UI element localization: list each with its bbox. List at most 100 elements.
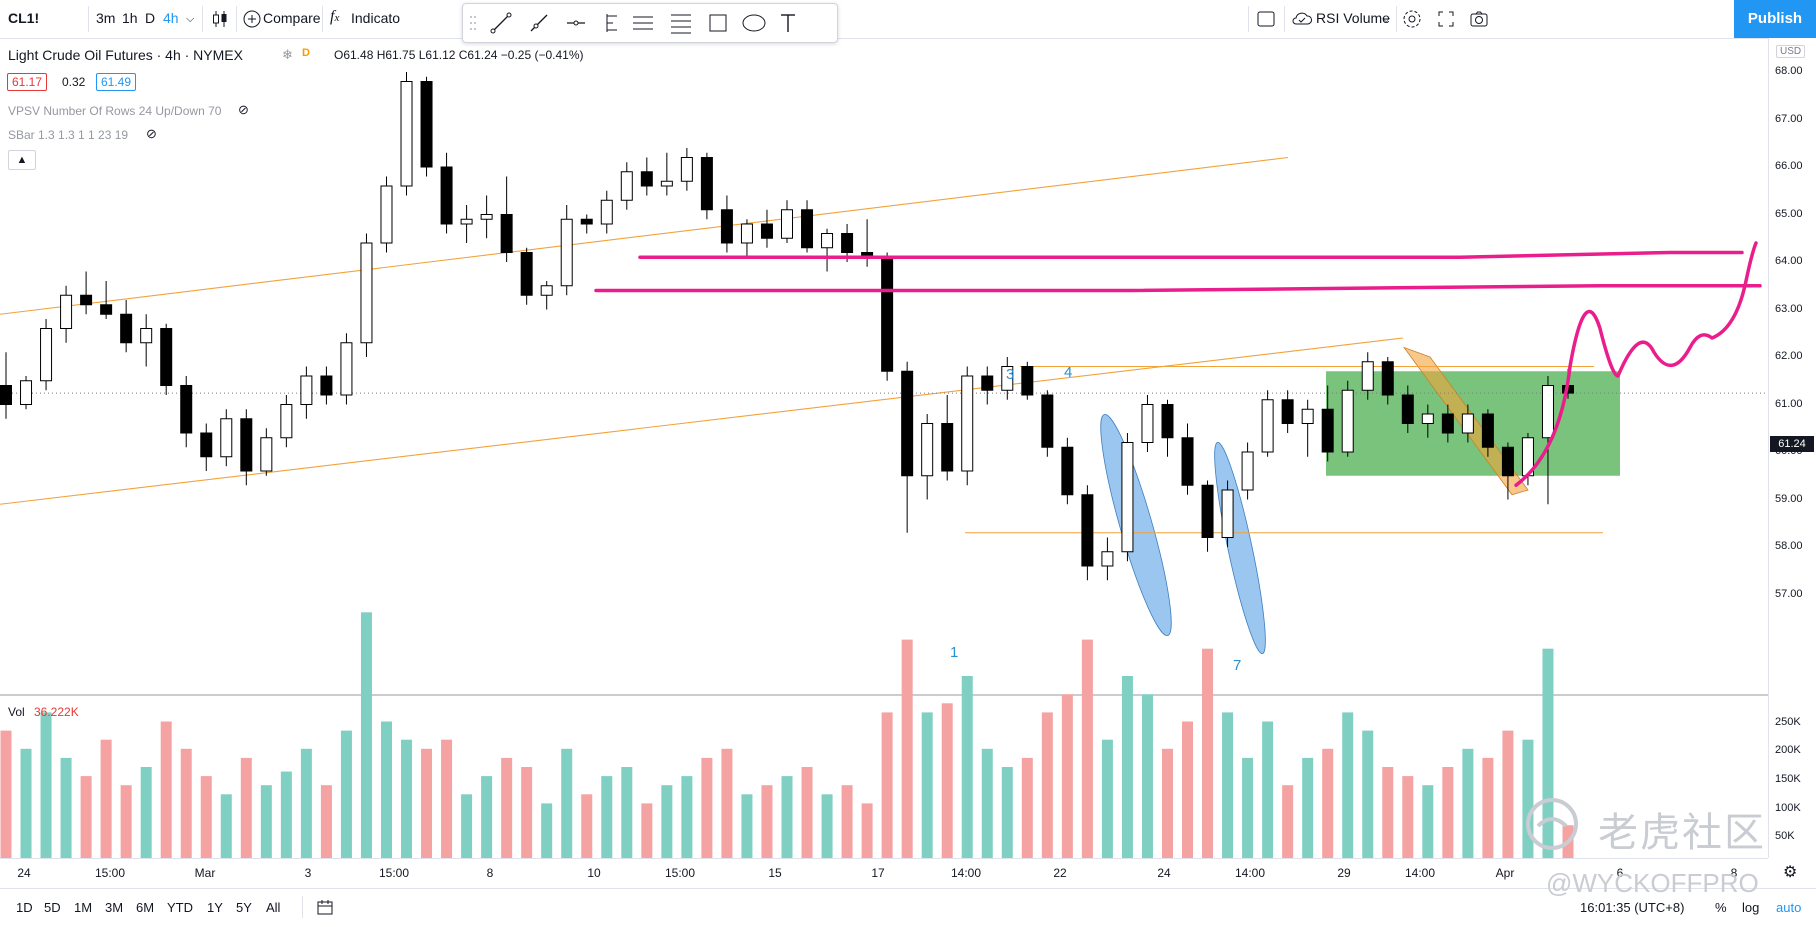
candle[interactable] [60,285,73,343]
pitchfork-icon[interactable] [606,14,617,32]
candle[interactable] [1541,376,1554,505]
camera-icon[interactable] [1467,7,1491,31]
resistance-lower-drawing[interactable] [594,284,1762,293]
range-all[interactable]: All [266,900,281,915]
candle[interactable] [821,228,834,272]
candle[interactable] [120,300,133,353]
candle[interactable] [520,247,533,305]
chart-settings-gear-icon[interactable]: ⚙ [1783,864,1798,881]
candle[interactable] [320,366,333,405]
layout-name[interactable]: RSI Volume [1316,10,1390,26]
candle[interactable] [460,205,473,243]
candle[interactable] [300,366,313,419]
candle[interactable] [981,366,994,405]
clock[interactable]: 16:01:35 (UTC+8) [1580,900,1685,915]
candle[interactable] [861,219,874,267]
hidden-eye-icon[interactable]: ⊘ [238,102,249,117]
ray-icon[interactable] [530,14,548,32]
compare-plus-icon[interactable] [240,7,264,31]
candles-style-icon[interactable] [208,7,232,31]
candle[interactable] [700,152,713,220]
candle[interactable] [720,195,733,253]
interval-1h[interactable]: 1h [122,10,138,26]
resistance-upper-drawing[interactable] [638,250,1744,259]
candle[interactable] [80,271,93,315]
candle[interactable] [1101,537,1114,581]
candle[interactable] [1281,390,1294,433]
range-5d[interactable]: 5D [44,900,61,915]
candle[interactable] [1261,390,1274,457]
text-tool-icon[interactable] [781,14,795,32]
candle[interactable] [160,323,173,395]
candle[interactable] [140,314,153,367]
percent-toggle[interactable]: % [1715,900,1727,915]
interval-d[interactable]: D [145,10,156,26]
candle[interactable] [1501,442,1514,500]
fib-retracement-icon[interactable] [671,14,691,34]
rectangle-icon[interactable] [709,14,727,32]
candle[interactable] [1381,357,1394,405]
candle[interactable] [1021,361,1034,400]
range-6m[interactable]: 6M [136,900,155,915]
candle[interactable] [20,376,33,410]
candle[interactable] [1081,485,1094,581]
candle[interactable] [1241,442,1254,500]
range-3m[interactable]: 3M [105,900,124,915]
ask-price[interactable]: 61.49 [96,73,137,91]
fullscreen-icon[interactable] [1434,7,1458,31]
candle[interactable] [260,428,273,476]
candle[interactable] [1141,395,1154,452]
candle[interactable] [961,366,974,486]
candle[interactable] [380,176,393,253]
candle[interactable] [400,72,413,196]
goto-date-icon[interactable] [316,898,336,918]
candle[interactable] [0,352,12,419]
select-layout-icon[interactable] [1254,7,1278,31]
ellipse-icon[interactable] [742,14,766,32]
horizontal-line-icon[interactable] [567,20,585,26]
candle[interactable] [360,233,373,358]
indicator-sbar-label[interactable]: SBar 1.3 1.3 1 1 23 19 [8,128,129,142]
candle[interactable] [1461,404,1474,443]
interval-3m[interactable]: 3m [96,10,116,26]
candle[interactable] [921,414,934,500]
hidden-eye-icon[interactable]: ⊘ [146,126,157,141]
candle[interactable] [480,195,493,239]
gear-icon[interactable] [1400,7,1424,31]
parallel-channel-icon[interactable] [633,16,653,30]
candle[interactable] [500,176,513,263]
candle[interactable] [180,376,193,448]
candle[interactable] [200,423,213,472]
candle[interactable] [1161,399,1174,457]
candle[interactable] [1061,437,1074,505]
candle[interactable] [1121,433,1134,562]
candle[interactable] [220,409,233,467]
candle[interactable] [781,200,793,243]
candle[interactable] [1441,404,1454,443]
candle[interactable] [620,162,633,210]
symbol-search[interactable]: CL1! [8,10,40,26]
candle[interactable] [40,319,53,391]
interval-4h[interactable]: 4h [163,10,179,26]
candle[interactable] [901,361,914,533]
candle[interactable] [1221,480,1234,548]
interval-chevron-down-icon[interactable]: ⌵ [186,13,195,25]
layout-chevron-down-icon[interactable]: ⌵ [1382,13,1391,25]
cloud-save-icon[interactable] [1290,7,1314,31]
range-5y[interactable]: 5Y [236,900,252,915]
candle[interactable] [1321,385,1334,462]
trend-line-icon[interactable] [490,12,512,34]
candle[interactable] [801,200,814,253]
candle[interactable] [420,76,433,177]
candle[interactable] [640,157,653,196]
snowflake-icon[interactable]: ❄ [282,47,293,62]
candle[interactable] [100,281,113,319]
indicators-fx-icon[interactable]: fx [330,8,340,25]
candle[interactable] [941,395,954,481]
candle[interactable] [1401,385,1414,434]
auto-scale-toggle[interactable]: auto [1776,900,1802,915]
currency-label[interactable]: USD [1776,45,1806,58]
candle[interactable] [340,333,353,405]
candle[interactable] [240,409,253,486]
candle[interactable] [1341,380,1354,457]
